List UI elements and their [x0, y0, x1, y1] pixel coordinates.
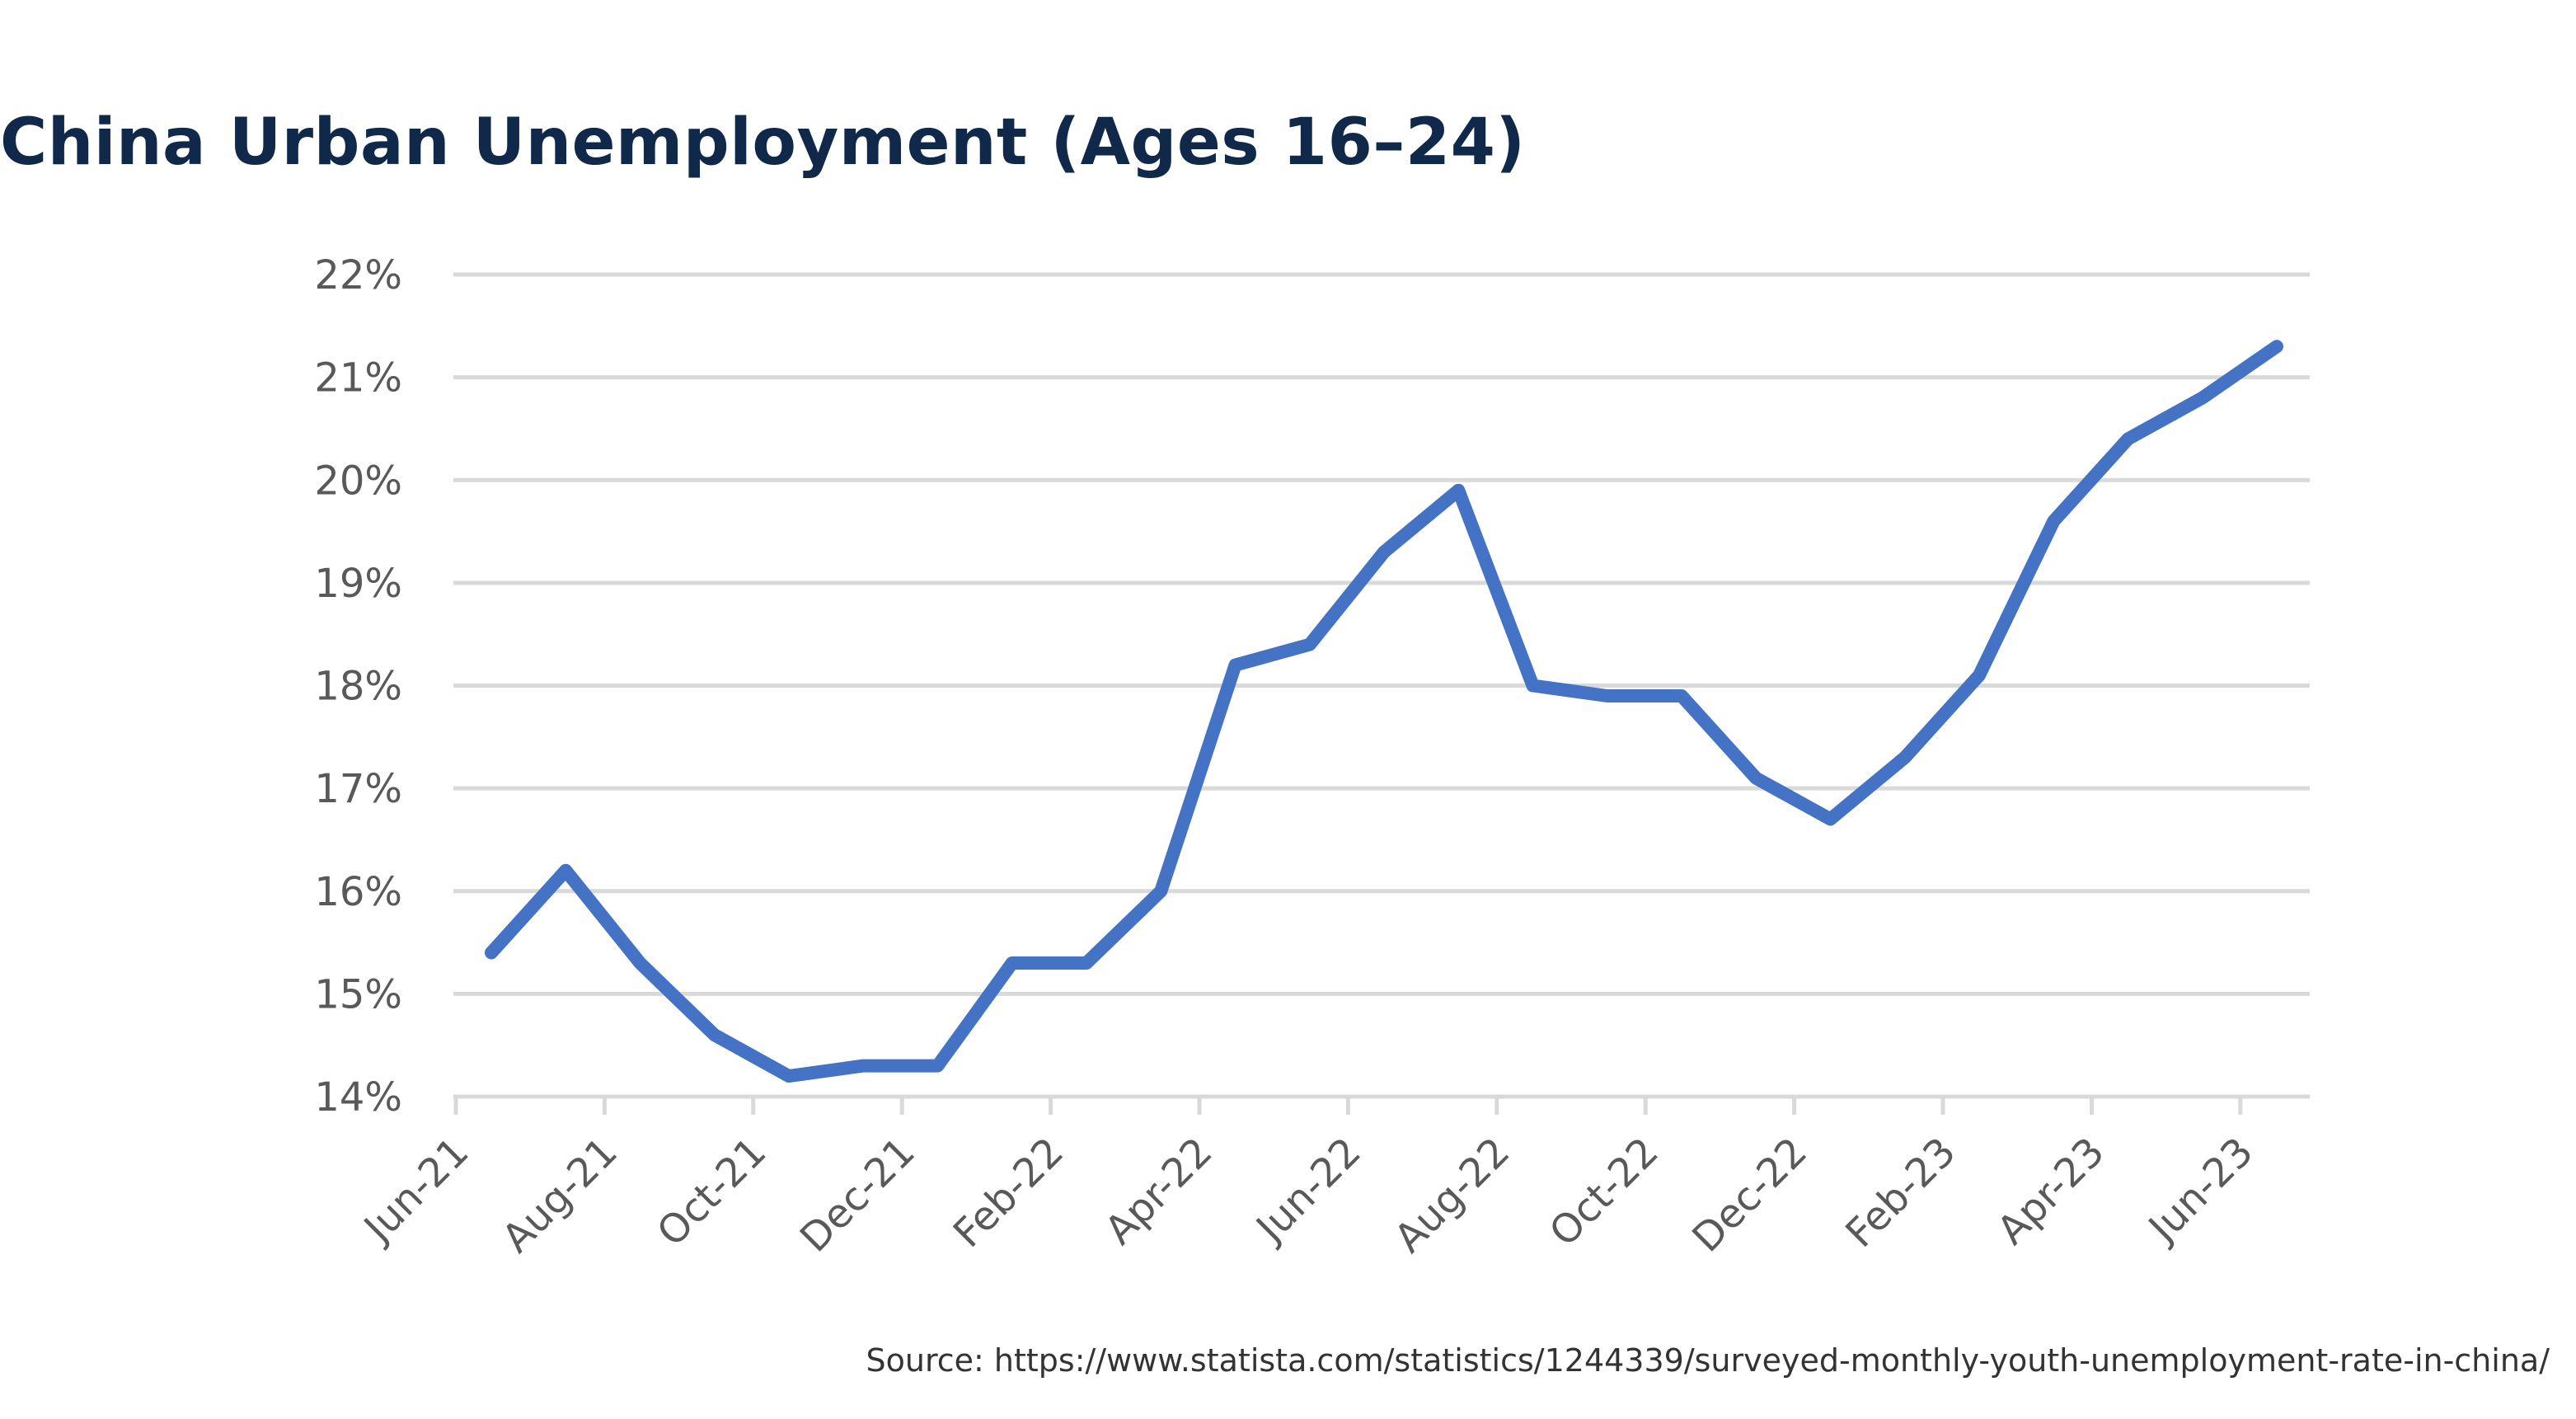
y-tick-label: 20% [314, 458, 402, 504]
x-tick-label: Jun-23 [2138, 1129, 2262, 1252]
x-tick-label: Jun-22 [1246, 1129, 1370, 1252]
x-tick-label: Feb-22 [945, 1129, 1072, 1257]
y-axis-labels: 14% 15% 16% 17% 18% 19% 20% 21% 22% [314, 252, 402, 1121]
x-tick-label: Oct-22 [1541, 1129, 1668, 1256]
x-tick-label: Aug-21 [494, 1129, 626, 1262]
x-tick-label: Jun-21 [354, 1129, 477, 1252]
x-axis [453, 1094, 2310, 1115]
chart-title: China Urban Unemployment (Ages 16–24) [0, 106, 1526, 180]
x-tick-label: Feb-23 [1837, 1129, 1964, 1257]
y-tick-label: 15% [314, 971, 402, 1017]
series-line [485, 340, 2283, 1083]
gridlines [453, 272, 2310, 996]
series-layer [485, 340, 2283, 1083]
y-tick-label: 22% [314, 252, 402, 298]
y-tick-label: 14% [314, 1074, 402, 1121]
x-axis-labels: Jun-21 Aug-21 Oct-21 Dec-21 Feb-22 Apr-22 Jun-… [354, 1129, 2262, 1262]
y-tick-label: 16% [314, 869, 402, 915]
y-tick-label: 17% [314, 766, 402, 812]
x-tick-label: Apr-23 [1988, 1129, 2114, 1254]
source-note: Source: https://www.statista.com/statist… [866, 1342, 2550, 1379]
y-tick-label: 21% [314, 355, 402, 402]
x-tick-label: Oct-21 [649, 1129, 776, 1256]
y-tick-label: 18% [314, 664, 402, 710]
x-tick-label: Aug-22 [1386, 1129, 1518, 1262]
x-tick-label: Dec-22 [1683, 1129, 1816, 1262]
y-tick-label: 19% [314, 561, 402, 607]
x-tick-label: Dec-21 [791, 1129, 924, 1262]
x-tick-label: Apr-22 [1096, 1129, 1222, 1254]
